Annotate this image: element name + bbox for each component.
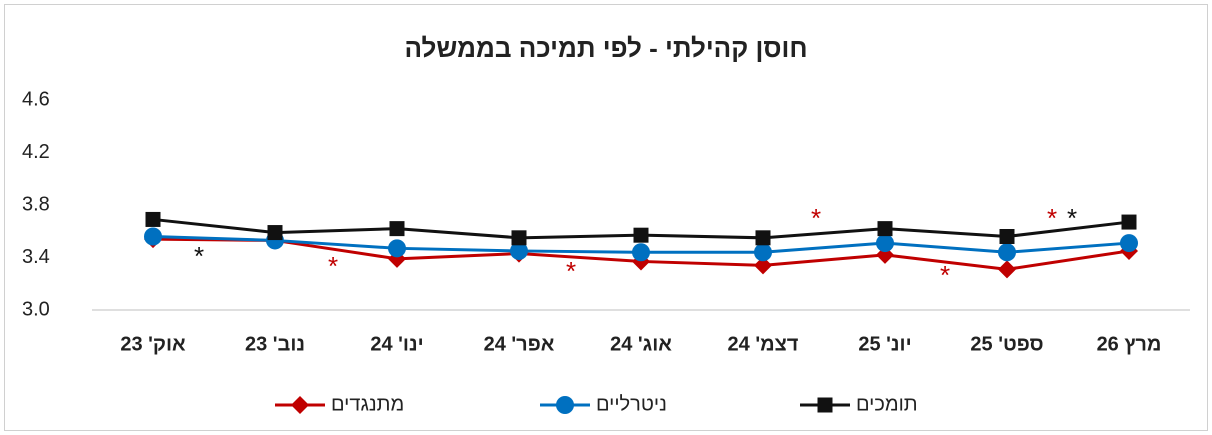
x-tick-label: ינו' 24	[370, 333, 423, 355]
point	[511, 230, 527, 246]
legend-marker	[556, 396, 574, 414]
y-tick-label: 3.4	[22, 246, 50, 268]
y-tick-label: 3.0	[22, 298, 50, 320]
point	[633, 227, 649, 243]
point	[999, 229, 1015, 244]
point	[754, 243, 772, 262]
point	[144, 227, 162, 246]
legend-marker	[291, 396, 309, 414]
chart-frame	[4, 4, 1208, 431]
point	[998, 243, 1016, 262]
x-tick-label: אפר' 24	[484, 333, 555, 355]
annotation: *	[940, 260, 950, 290]
point	[389, 221, 405, 237]
x-tick-label: נוב' 23	[245, 333, 305, 355]
annotation: *	[1047, 203, 1057, 233]
legend-label: תומכים	[856, 393, 918, 415]
point	[877, 221, 893, 237]
point	[632, 243, 650, 262]
point	[755, 230, 771, 246]
x-tick-label: ספט' 25	[970, 333, 1043, 355]
point	[754, 256, 772, 275]
point	[876, 234, 894, 253]
legend-label: מתנגדים	[331, 393, 404, 415]
annotation: *	[194, 241, 204, 271]
x-tick-label: אוק' 23	[120, 333, 186, 355]
x-tick-label: אוג' 24	[610, 333, 672, 355]
x-tick-label: מרץ 26	[1097, 333, 1162, 355]
point	[1120, 234, 1138, 253]
legend-label: ניטרליים	[596, 393, 667, 415]
annotation: *	[1067, 203, 1077, 233]
point	[1121, 214, 1137, 230]
point	[998, 260, 1016, 279]
annotation: *	[566, 256, 576, 286]
y-tick-label: 4.6	[22, 88, 50, 110]
x-tick-label: יונ' 25	[858, 333, 911, 355]
point	[267, 225, 283, 241]
y-tick-label: 4.2	[22, 141, 50, 163]
y-tick-label: 3.8	[22, 193, 50, 215]
legend-marker	[817, 397, 833, 413]
x-tick-label: דצמ' 24	[728, 333, 799, 355]
chart-title: חוסן קהילתי - לפי תמיכה בממשלה	[404, 33, 807, 63]
point	[145, 211, 161, 227]
point	[388, 239, 406, 258]
annotation: *	[811, 203, 821, 233]
point	[510, 241, 528, 260]
annotation: *	[328, 251, 338, 281]
